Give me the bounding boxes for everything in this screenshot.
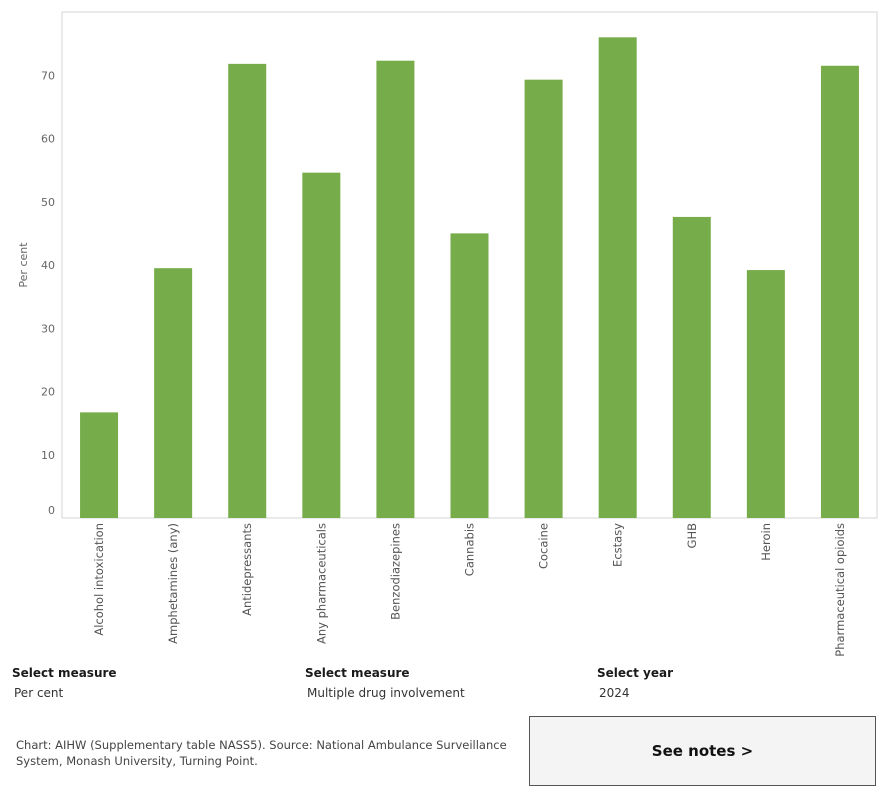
bar-6 [524, 79, 563, 519]
y-axis-label: Per cent [17, 242, 30, 288]
filter-measure-2[interactable]: Select measure Multiple drug involvement [305, 666, 465, 700]
filter-year[interactable]: Select year 2024 [597, 666, 673, 700]
chart-source-note: Chart: AIHW (Supplementary table NASS5).… [16, 738, 507, 768]
y-tick-label: 20 [41, 386, 55, 399]
y-tick-label: 70 [41, 69, 55, 82]
y-tick-label: 40 [41, 259, 55, 272]
filter-value[interactable]: Multiple drug involvement [307, 686, 465, 700]
bar-3 [302, 172, 341, 518]
bar-5 [450, 233, 489, 518]
x-tick-label: Amphetamines (any) [166, 523, 180, 644]
x-tick-label: Heroin [759, 523, 773, 561]
x-tick-label: GHB [685, 523, 699, 549]
bar-2 [228, 63, 267, 519]
bar-10 [820, 65, 859, 518]
filter-label: Select year [597, 666, 674, 680]
y-tick-label: 10 [41, 449, 55, 462]
y-tick-label: 50 [41, 196, 55, 209]
bar-1 [154, 268, 193, 518]
bar-0 [80, 412, 119, 518]
x-tick-label: Any pharmaceuticals [314, 523, 328, 644]
y-tick-label: 30 [41, 322, 55, 335]
bar-4 [376, 60, 415, 518]
x-tick-label: Cocaine [537, 523, 551, 569]
x-tick-label: Pharmaceutical opioids [833, 523, 847, 657]
x-tick-label: Alcohol intoxication [92, 523, 106, 636]
y-tick-label: 0 [48, 504, 55, 517]
filter-measure-1[interactable]: Select measure Per cent [12, 666, 117, 700]
bar-8 [672, 216, 711, 518]
see-notes-button[interactable]: See notes > [529, 716, 876, 786]
filter-value[interactable]: Per cent [14, 686, 64, 700]
filter-label: Select measure [305, 666, 410, 680]
x-tick-label: Benzodiazepines [388, 523, 402, 620]
bar-chart: 0 10 20 30 40 50 60 70 Per cent Alcohol intoxicat… [17, 11, 878, 657]
bar-7 [598, 37, 637, 519]
bar-9 [746, 270, 785, 518]
x-tick-label: Cannabis [463, 523, 477, 576]
filter-value[interactable]: 2024 [599, 686, 630, 700]
filter-label: Select measure [12, 666, 117, 680]
y-tick-label: 60 [41, 133, 55, 146]
x-tick-label: Antidepressants [240, 523, 254, 616]
x-tick-label: Ecstasy [611, 523, 625, 567]
